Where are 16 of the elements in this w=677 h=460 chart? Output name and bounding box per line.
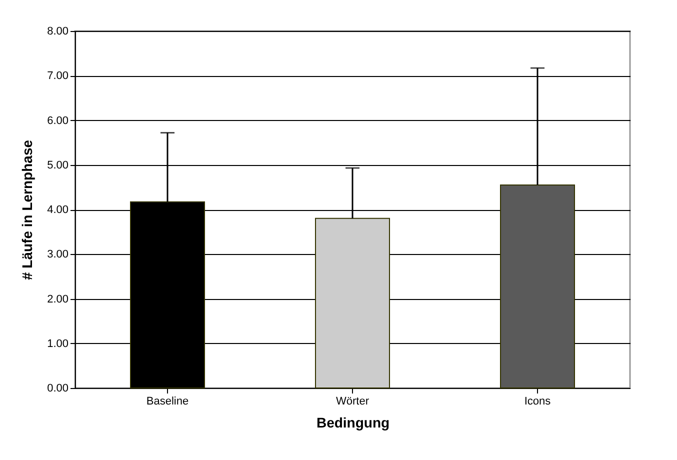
x-axis-title: Bedingung <box>316 414 390 430</box>
y-axis-title: # Läufe in Lernphase <box>19 140 36 280</box>
y-tick-label: 1.00 <box>47 338 68 350</box>
x-tick-label: Baseline <box>146 396 189 408</box>
y-tick-label: 5.00 <box>47 159 68 172</box>
y-tick-label: 6.00 <box>47 114 68 127</box>
x-tick-label: Wörter <box>336 396 370 408</box>
bar <box>500 184 575 388</box>
y-tick-label: 4.00 <box>47 204 68 216</box>
y-tick-label: 7.00 <box>47 70 68 82</box>
y-tick-label: 8.00 <box>47 26 68 38</box>
bar <box>315 218 390 388</box>
y-tick-label: 2.00 <box>47 293 68 306</box>
y-tick-label: 0.00 <box>47 382 68 394</box>
x-tick-label: Icons <box>524 396 552 408</box>
y-tick-label: 3.00 <box>47 248 68 261</box>
